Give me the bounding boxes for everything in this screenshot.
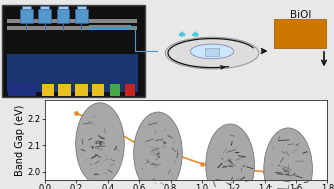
- Bar: [75, 9, 88, 23]
- Bar: [7, 19, 137, 23]
- Ellipse shape: [165, 37, 259, 69]
- Bar: [125, 84, 135, 96]
- Bar: [58, 6, 68, 9]
- Y-axis label: Band Gap (eV): Band Gap (eV): [15, 104, 25, 176]
- Circle shape: [134, 112, 182, 189]
- Circle shape: [264, 128, 312, 189]
- Bar: [8, 84, 36, 96]
- Bar: [40, 6, 49, 9]
- Bar: [110, 84, 120, 96]
- Bar: [2, 5, 145, 97]
- Circle shape: [192, 33, 199, 37]
- Bar: [274, 19, 326, 48]
- Bar: [77, 6, 86, 9]
- Bar: [38, 9, 51, 23]
- Bar: [22, 6, 31, 9]
- Bar: [92, 84, 104, 96]
- Bar: [20, 9, 33, 23]
- Polygon shape: [193, 31, 198, 35]
- Bar: [57, 9, 69, 23]
- Circle shape: [206, 124, 255, 189]
- Circle shape: [76, 103, 124, 185]
- Bar: [75, 84, 88, 96]
- Ellipse shape: [190, 44, 234, 59]
- Text: BiOI: BiOI: [290, 10, 311, 20]
- Bar: [58, 84, 71, 96]
- Circle shape: [179, 33, 185, 37]
- Bar: [7, 26, 137, 30]
- Bar: [7, 54, 137, 91]
- Bar: [42, 84, 54, 96]
- Polygon shape: [179, 31, 185, 35]
- Bar: [205, 48, 219, 56]
